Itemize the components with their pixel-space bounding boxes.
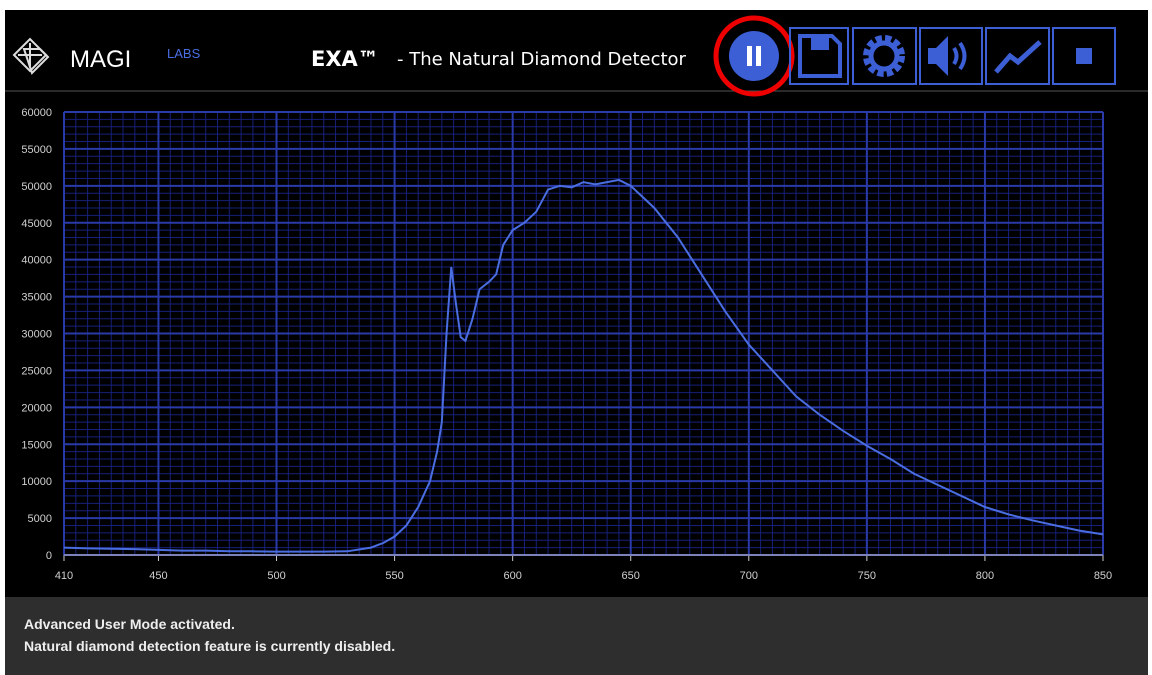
status-line: Natural diamond detection feature is cur…: [24, 638, 395, 654]
x-tick-label: 800: [976, 570, 994, 582]
y-tick-label: 5000: [28, 513, 52, 525]
x-tick-label: 410: [55, 570, 73, 582]
x-tick-label: 500: [267, 570, 285, 582]
y-tick-label: 35000: [21, 292, 52, 304]
x-tick-label: 550: [385, 570, 403, 582]
x-tick-label: 700: [740, 570, 758, 582]
brand-sub: LABS: [167, 46, 201, 61]
y-tick-label: 40000: [21, 255, 52, 267]
settings-button[interactable]: [852, 27, 917, 85]
y-tick-label: 15000: [21, 439, 52, 451]
y-tick-label: 45000: [21, 218, 52, 230]
brand: MAGI: [70, 46, 131, 73]
status-bar: [5, 597, 1148, 675]
product-name: EXA™: [311, 47, 379, 71]
logo: [12, 37, 50, 75]
x-tick-label: 850: [1094, 570, 1112, 582]
window-bg: [5, 10, 1148, 675]
sound-button[interactable]: [919, 27, 983, 85]
y-tick-label: 20000: [21, 402, 52, 414]
pause-button[interactable]: [713, 15, 795, 97]
chart-button[interactable]: [985, 27, 1050, 85]
tagline: - The Natural Diamond Detector: [397, 49, 687, 70]
y-tick-label: 10000: [21, 476, 52, 488]
y-tick-label: 55000: [21, 144, 52, 156]
x-tick-label: 750: [858, 570, 876, 582]
data-line: [63, 178, 1104, 553]
y-tick-label: 30000: [21, 329, 52, 341]
x-tick-label: 650: [622, 570, 640, 582]
y-tick-label: 0: [46, 550, 52, 562]
stop-button[interactable]: [1052, 27, 1116, 85]
x-tick-label: 450: [149, 570, 167, 582]
x-tick-label: 600: [503, 570, 521, 582]
plot: 410 450 500 550 600 650 700 750 800 850 0 5000 10000…: [21, 107, 1112, 582]
y-tick-label: 60000: [21, 107, 52, 119]
y-tick-label: 50000: [21, 181, 52, 193]
status-line: Advanced User Mode activated.: [24, 616, 235, 632]
save-button[interactable]: [789, 27, 849, 85]
y-tick-label: 25000: [21, 365, 52, 377]
